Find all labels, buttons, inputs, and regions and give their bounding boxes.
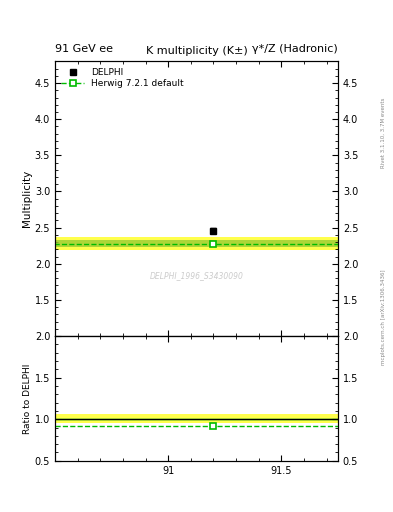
Text: mcplots.cern.ch [arXiv:1306.3436]: mcplots.cern.ch [arXiv:1306.3436] <box>381 270 386 365</box>
Text: Rivet 3.1.10, 3.7M events: Rivet 3.1.10, 3.7M events <box>381 98 386 168</box>
Y-axis label: Multiplicity: Multiplicity <box>22 170 32 227</box>
Text: DELPHI_1996_S3430090: DELPHI_1996_S3430090 <box>150 271 243 280</box>
Legend: DELPHI, Herwig 7.2.1 default: DELPHI, Herwig 7.2.1 default <box>58 64 187 92</box>
Text: 91 GeV ee: 91 GeV ee <box>55 44 113 54</box>
Y-axis label: Ratio to DELPHI: Ratio to DELPHI <box>23 363 32 434</box>
Text: K multiplicity (K±): K multiplicity (K±) <box>146 46 247 56</box>
Text: γ*/Z (Hadronic): γ*/Z (Hadronic) <box>252 44 338 54</box>
